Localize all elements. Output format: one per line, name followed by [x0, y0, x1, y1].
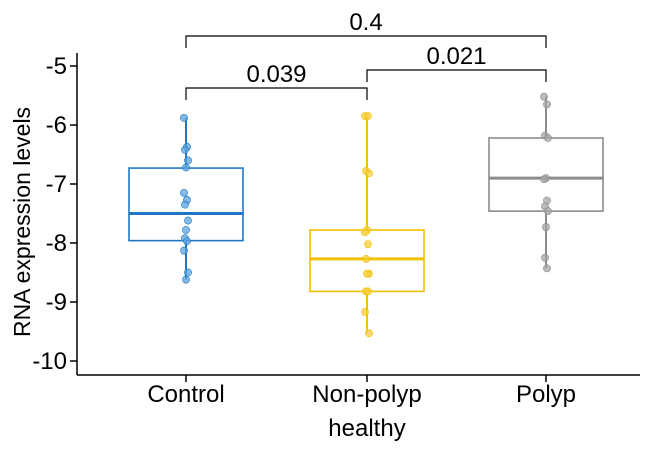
- box-group-1: [128, 114, 244, 284]
- data-point: [184, 268, 192, 277]
- data-point: [543, 100, 551, 109]
- y-axis-title: RNA expression levels: [9, 107, 35, 337]
- data-point: [184, 216, 192, 225]
- data-point: [544, 207, 552, 216]
- data-point: [543, 264, 551, 273]
- bracket-3: 0.021: [366, 43, 547, 82]
- data-point: [181, 145, 189, 154]
- y-tick-label: -10: [32, 348, 67, 375]
- boxes: [128, 92, 604, 338]
- x-category-label: healthy: [328, 415, 405, 442]
- p-value-label: 0.021: [426, 43, 486, 70]
- data-point: [361, 228, 369, 237]
- data-point: [365, 329, 373, 338]
- data-point: [362, 255, 370, 263]
- bracket-line: [185, 35, 547, 48]
- bracket-line: [366, 69, 547, 82]
- data-point: [361, 308, 369, 316]
- data-point: [544, 134, 552, 142]
- y-tick-label: -6: [46, 112, 67, 139]
- y-tick-label: -7: [46, 171, 67, 198]
- bracket-line: [185, 87, 368, 100]
- data-point: [541, 253, 549, 262]
- data-point: [184, 156, 192, 165]
- data-point: [540, 175, 548, 184]
- data-point: [183, 237, 191, 246]
- y-tick-label: -8: [46, 230, 67, 257]
- p-value-label: 0.4: [349, 9, 382, 36]
- data-point: [181, 200, 189, 209]
- data-point: [364, 112, 372, 121]
- data-point: [364, 240, 372, 249]
- x-category-label: Non-polyp: [312, 381, 421, 408]
- bracket-2: 0.039: [185, 61, 368, 100]
- data-point: [363, 269, 371, 278]
- axes: -10 -9 -8 -7 -6 -5: [32, 53, 640, 376]
- data-point: [180, 188, 188, 197]
- box-group-3: [488, 92, 604, 273]
- x-category-label: Polyp: [516, 381, 576, 408]
- data-point: [540, 92, 548, 101]
- data-point: [180, 114, 188, 122]
- x-category-label: Control: [147, 381, 224, 408]
- data-point: [180, 246, 188, 255]
- data-point: [182, 275, 190, 284]
- y-ticks: -10 -9 -8 -7 -6 -5: [32, 53, 77, 375]
- y-tick-label: -5: [46, 53, 67, 80]
- x-category-labels: Control Non-polyp healthy Polyp: [147, 375, 576, 442]
- y-tick-label: -9: [46, 289, 67, 316]
- data-point: [364, 287, 372, 296]
- data-point: [182, 163, 190, 172]
- significance-brackets: 0.4 0.039 0.021: [185, 9, 547, 100]
- data-point: [182, 226, 190, 234]
- data-point: [365, 169, 373, 178]
- box-group-2: [309, 112, 425, 338]
- bracket-1: 0.4: [185, 9, 547, 48]
- data-point: [542, 223, 550, 231]
- p-value-label: 0.039: [246, 61, 306, 88]
